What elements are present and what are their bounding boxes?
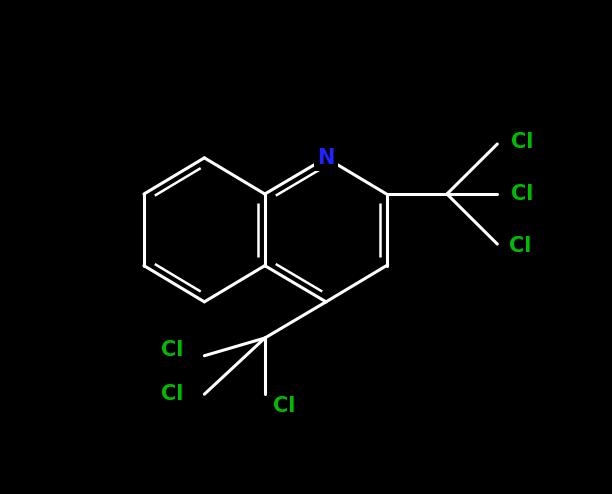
Text: Cl: Cl — [272, 396, 295, 416]
Text: N: N — [318, 148, 335, 168]
Text: Cl: Cl — [509, 237, 531, 256]
Text: Cl: Cl — [161, 340, 184, 360]
Text: Cl: Cl — [510, 132, 533, 153]
Text: Cl: Cl — [161, 384, 184, 404]
Text: Cl: Cl — [510, 184, 533, 204]
